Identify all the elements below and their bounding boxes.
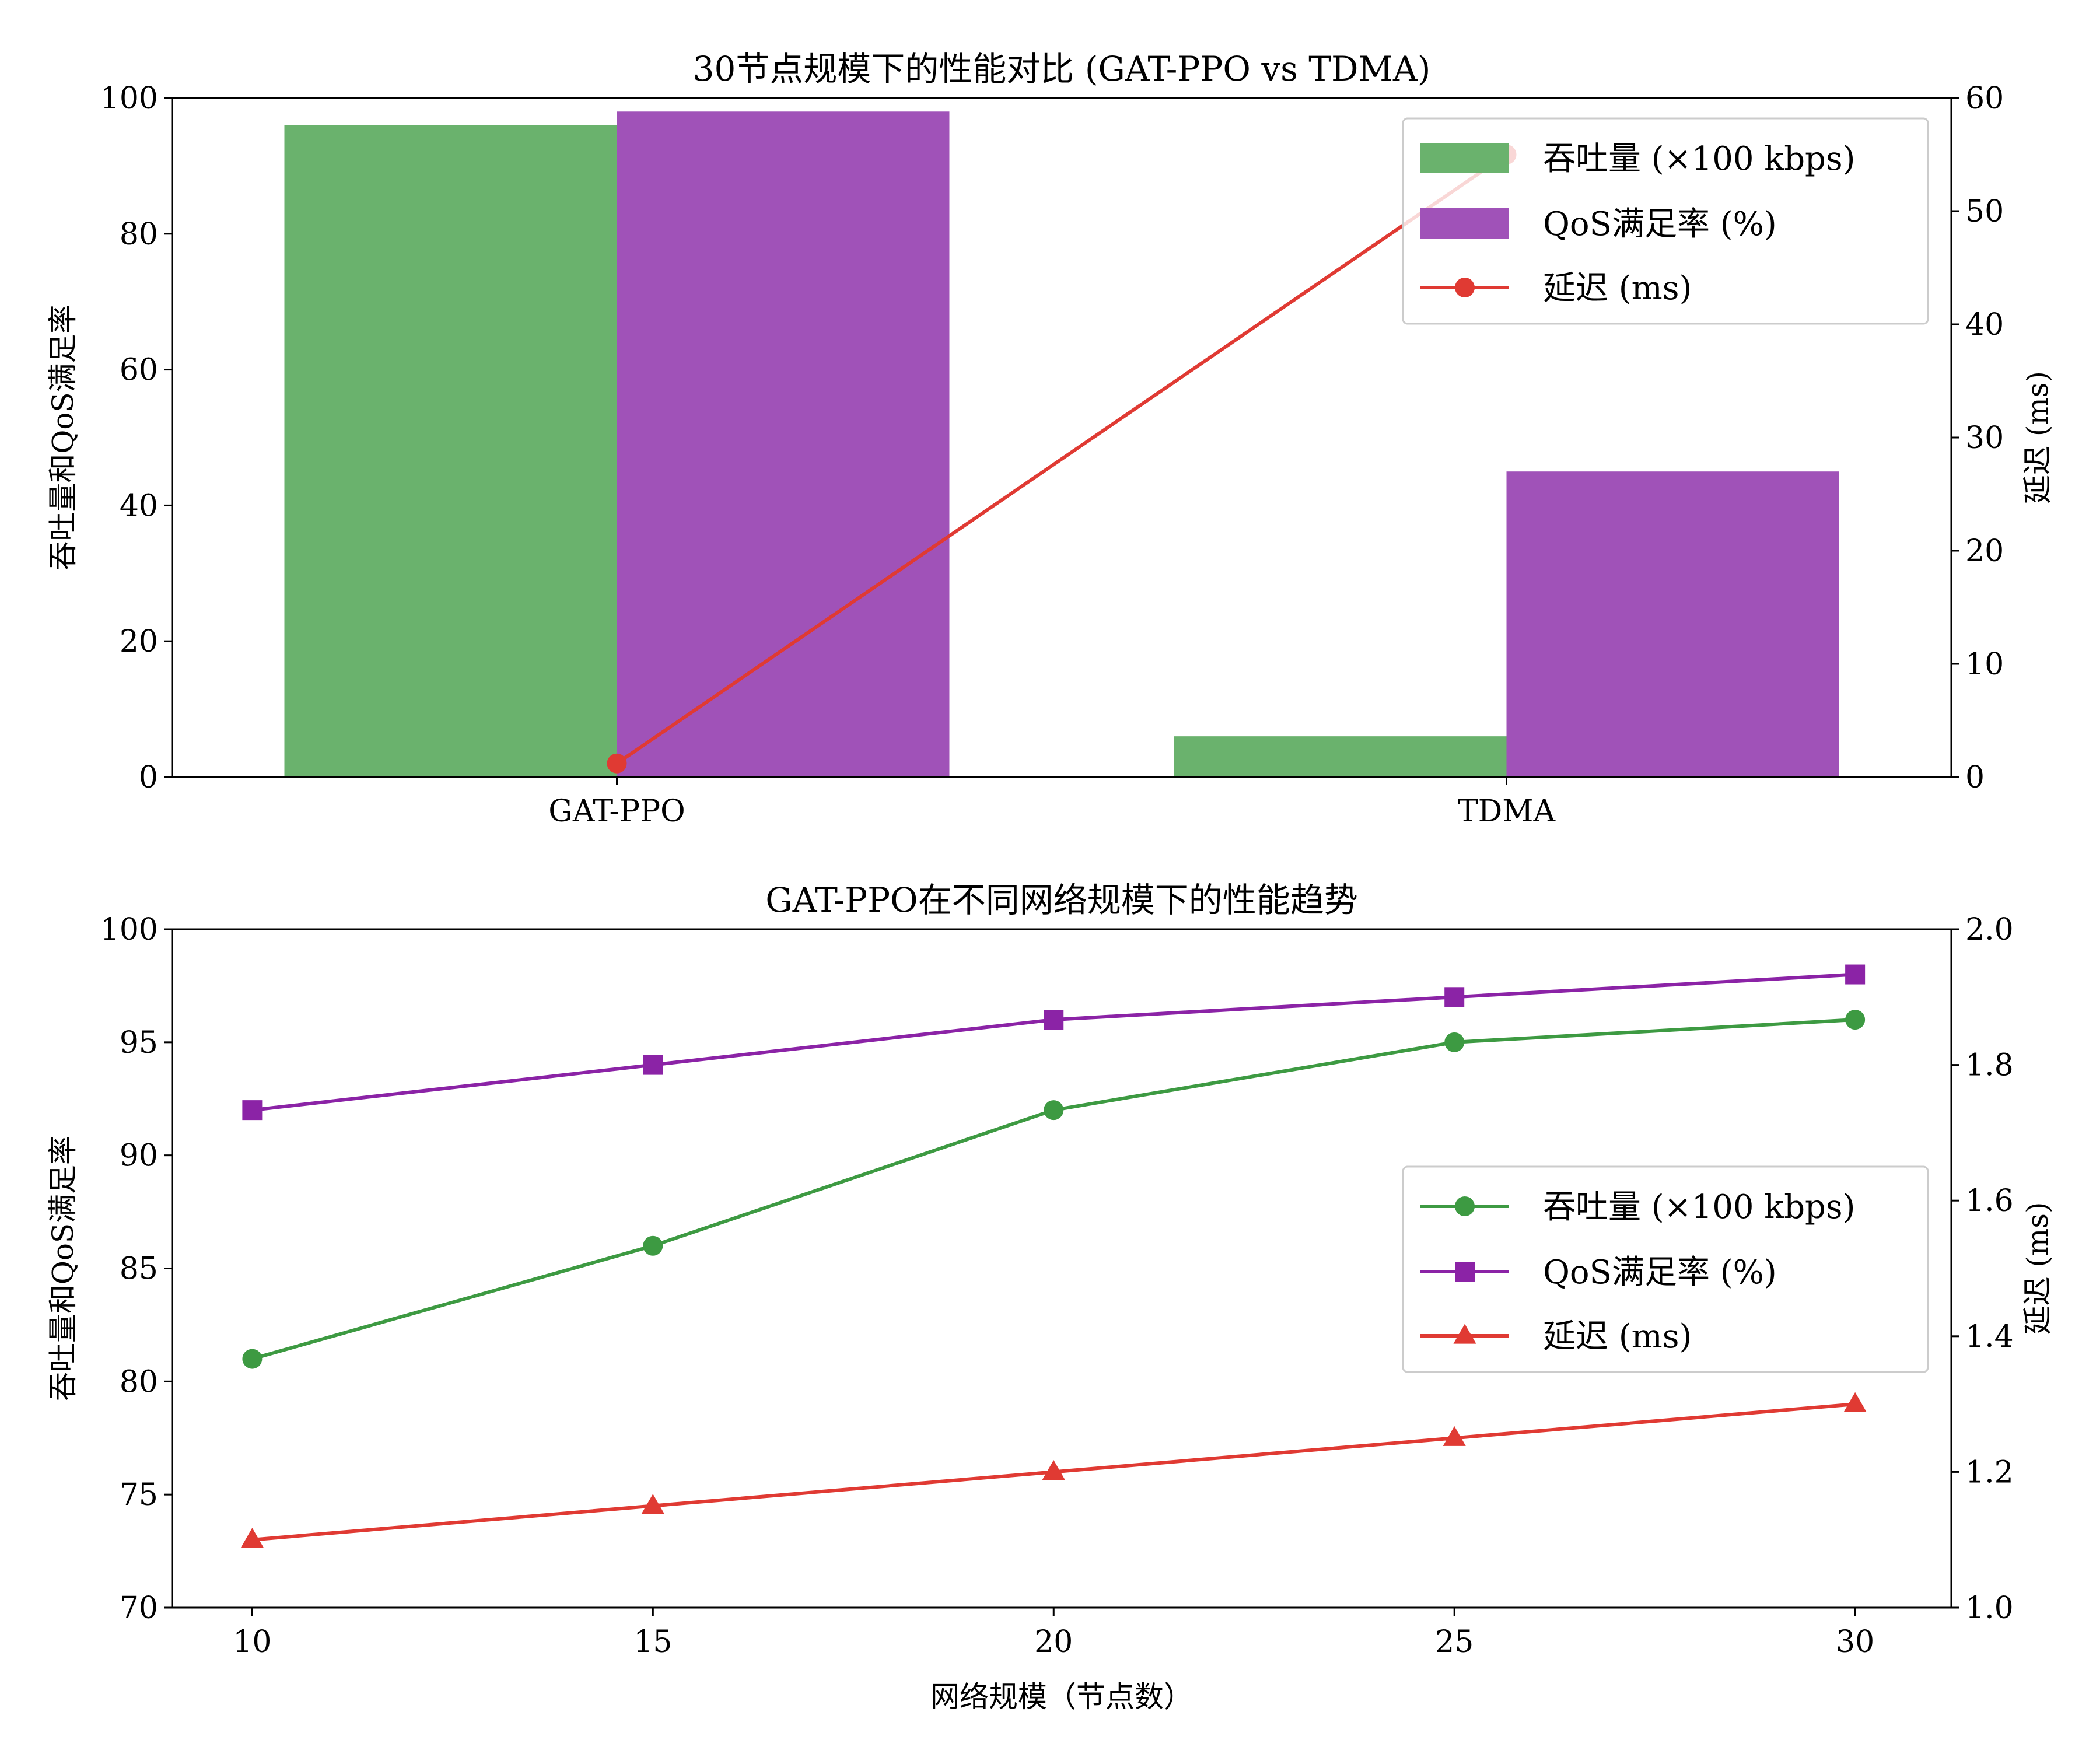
point-qos-20 bbox=[1044, 1010, 1064, 1030]
right-y-tick-label-1.4: 1.4 bbox=[1965, 1320, 2014, 1354]
chart-1-legend-swatch-qos bbox=[1420, 208, 1509, 239]
y-tick-label-85: 85 bbox=[120, 1252, 158, 1287]
right-y-tick-label-2.0: 2.0 bbox=[1965, 912, 2014, 947]
point-latency-20 bbox=[1042, 1460, 1065, 1480]
x-tick-label-30: 30 bbox=[1836, 1625, 1874, 1660]
chart-1-bar-comparison: 30节点规模下的性能对比 (GAT-PPO vs TDMA) 0 20 40 60 80… bbox=[46, 49, 2054, 829]
chart-1-legend-label-latency: 延迟 (ms) bbox=[1543, 270, 1692, 307]
y-tick-label-100: 100 bbox=[100, 912, 158, 947]
right-y-tick-label-10: 10 bbox=[1965, 647, 2004, 682]
x-tick-label-gat-ppo: GAT-PPO bbox=[548, 794, 685, 829]
chart-2-title: GAT-PPO在不同网络规模下的性能趋势 bbox=[765, 880, 1357, 920]
y-tick-label-75: 75 bbox=[120, 1478, 158, 1513]
chart-1-legend-marker-latency bbox=[1455, 278, 1475, 298]
chart-2-legend-box bbox=[1402, 1166, 1929, 1373]
y-tick-label-20: 20 bbox=[120, 624, 158, 659]
y-tick-label-40: 40 bbox=[120, 488, 158, 523]
legend-marker-qos bbox=[1455, 1262, 1475, 1282]
chart-1-legend-swatch-throughput bbox=[1420, 143, 1509, 173]
chart-1-legend: 吞吐量 (×100 kbps) QoS满足率 (%) 延迟 (ms) bbox=[1402, 117, 1929, 325]
y-tick-label-90: 90 bbox=[120, 1139, 158, 1174]
right-y-tick-label-1.8: 1.8 bbox=[1965, 1048, 2014, 1083]
x-tick-label-15: 15 bbox=[634, 1625, 672, 1660]
chart-2-legend-label-latency: 延迟 (ms) bbox=[1543, 1318, 1692, 1356]
legend-marker-latency bbox=[1453, 1324, 1476, 1344]
chart-2-line-trend: GAT-PPO在不同网络规模下的性能趋势 70 75 80 85 90 95 100 1.0 1… bbox=[46, 880, 2054, 1714]
right-y-tick-label-1.0: 1.0 bbox=[1965, 1591, 2014, 1626]
chart-2-right-y-axis-label: 延迟 (ms) bbox=[2021, 1202, 2054, 1335]
bar-qos-tdma bbox=[1506, 471, 1839, 777]
right-y-tick-label-50: 50 bbox=[1965, 194, 2004, 229]
chart-2-marks bbox=[240, 964, 1867, 1548]
chart-1-right-y-axis-label: 延迟 (ms) bbox=[2021, 371, 2054, 504]
chart-1-legend-box bbox=[1402, 117, 1929, 325]
right-y-tick-label-20: 20 bbox=[1965, 534, 2004, 569]
right-y-tick-label-0: 0 bbox=[1965, 760, 1985, 795]
point-throughput-25 bbox=[1444, 1032, 1465, 1052]
chart-1-title: 30节点规模下的性能对比 (GAT-PPO vs TDMA) bbox=[693, 49, 1431, 89]
chart-1-legend-label-throughput: 吞吐量 (×100 kbps) bbox=[1543, 140, 1855, 178]
chart-1-ticks: 0 20 40 60 80 100 0 10 20 30 40 50 60 GAT-PPO TDMA bbox=[100, 81, 2004, 829]
point-qos-30 bbox=[1845, 964, 1866, 985]
x-tick-label-tdma: TDMA bbox=[1458, 794, 1556, 829]
y-tick-label-80: 80 bbox=[120, 1364, 158, 1399]
right-y-tick-label-1.2: 1.2 bbox=[1965, 1455, 2014, 1490]
chart-2-legend: 吞吐量 (×100 kbps) QoS满足率 (%) 延迟 (ms) bbox=[1402, 1166, 1929, 1373]
y-tick-label-95: 95 bbox=[120, 1026, 158, 1060]
chart-2-y-axis-label: 吞吐量和QoS满足率 bbox=[46, 1136, 80, 1401]
right-y-tick-label-40: 40 bbox=[1965, 307, 2004, 342]
y-tick-label-0: 0 bbox=[139, 760, 158, 795]
legend-marker-throughput bbox=[1455, 1196, 1475, 1216]
bar-throughput-gat-ppo bbox=[284, 125, 617, 777]
y-tick-label-100: 100 bbox=[100, 81, 158, 116]
point-throughput-20 bbox=[1044, 1100, 1064, 1121]
x-tick-label-10: 10 bbox=[233, 1625, 271, 1660]
y-tick-label-60: 60 bbox=[120, 353, 158, 388]
point-throughput-15 bbox=[643, 1236, 663, 1256]
line-latency bbox=[615, 153, 1508, 765]
chart-2-legend-label-qos: QoS满足率 (%) bbox=[1543, 1254, 1777, 1292]
point-qos-15 bbox=[643, 1055, 663, 1075]
chart-1-legend-label-qos: QoS满足率 (%) bbox=[1543, 205, 1777, 243]
point-latency-15 bbox=[641, 1494, 664, 1514]
point-qos-10 bbox=[242, 1100, 262, 1121]
point-latency-30 bbox=[1843, 1392, 1867, 1412]
point-latency-10 bbox=[240, 1528, 264, 1548]
chart-2-legend-label-throughput: 吞吐量 (×100 kbps) bbox=[1543, 1188, 1855, 1226]
y-tick-label-80: 80 bbox=[120, 217, 158, 252]
x-tick-label-25: 25 bbox=[1435, 1625, 1474, 1660]
right-y-tick-label-1.6: 1.6 bbox=[1965, 1184, 2014, 1219]
point-throughput-30 bbox=[1845, 1010, 1866, 1030]
bar-qos-gat-ppo bbox=[617, 111, 950, 777]
chart-1-marks bbox=[284, 111, 1839, 777]
point-latency-gat-ppo bbox=[607, 753, 627, 774]
chart-1-y-axis-label: 吞吐量和QoS满足率 bbox=[46, 304, 80, 570]
point-latency-25 bbox=[1443, 1426, 1466, 1446]
x-tick-label-20: 20 bbox=[1034, 1625, 1073, 1660]
point-throughput-10 bbox=[242, 1349, 262, 1369]
point-qos-25 bbox=[1444, 987, 1465, 1007]
chart-2-ticks: 70 75 80 85 90 95 100 1.0 1.2 1.4 1.6 1.8 2.0 10 15 20 2… bbox=[100, 912, 2014, 1660]
right-y-tick-label-60: 60 bbox=[1965, 81, 2004, 116]
y-tick-label-70: 70 bbox=[120, 1591, 158, 1626]
right-y-tick-label-30: 30 bbox=[1965, 421, 2004, 456]
bar-throughput-tdma bbox=[1174, 736, 1507, 777]
chart-2-x-axis-label: 网络规模（节点数） bbox=[930, 1680, 1193, 1714]
